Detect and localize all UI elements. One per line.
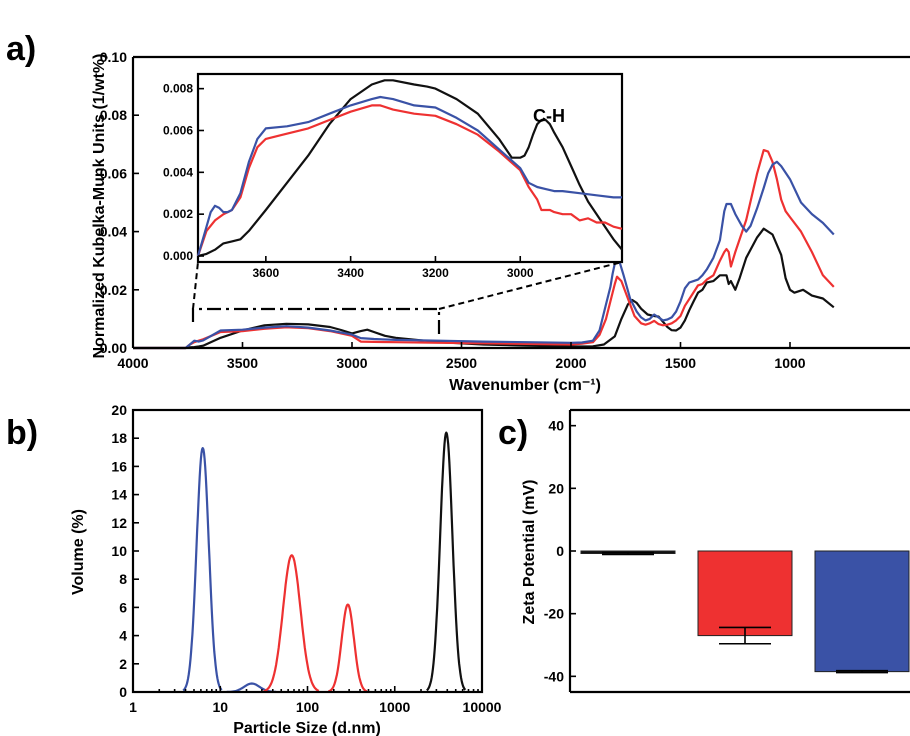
panel-b-y-tick-label: 14 — [111, 487, 127, 503]
panel-b-peak-red — [263, 554, 320, 693]
panel-b-y-tick-label: 4 — [119, 628, 127, 644]
panel-b-series — [182, 431, 467, 693]
panel-a-xlabel: Wavenumber (cm⁻¹) — [449, 377, 601, 394]
inset-ticks: 3600 3400 3200 3000 0.000 0.002 0.004 0.006 0.00… — [163, 82, 534, 280]
panel-b-x-tick-label: 100 — [296, 699, 320, 715]
inset-zoom-guide — [191, 261, 623, 336]
panel-b-y-tick-label: 18 — [111, 430, 127, 446]
panel-b-y-tick-label: 8 — [119, 571, 127, 587]
inset-series — [196, 79, 623, 258]
panel-a-ticks: 4000 3500 3000 2500 2000 1500 1000 0.00 0.02 0.04… — [100, 49, 806, 371]
panel-a: a) Normalized Kubelka-Munk Units (1/wt%)… — [6, 30, 910, 394]
inset-x-tick-label: 3200 — [422, 266, 449, 280]
panel-c-y-tick-label: 0 — [556, 543, 564, 559]
panel-c-label: c) — [498, 414, 528, 452]
panel-b-y-tick-label: 10 — [111, 543, 127, 559]
panel-b-x-tick-label: 10 — [212, 699, 228, 715]
panel-b-y-tick-label: 12 — [111, 515, 127, 531]
panel-a-inset: 3600 3400 3200 3000 0.000 0.002 0.004 0.006 0.00… — [163, 72, 624, 280]
panel-a-y-tick-label: 0.06 — [100, 165, 127, 181]
panel-b-x-tick-label: 10000 — [463, 699, 502, 715]
panel-a-x-tick-label: 2000 — [555, 355, 586, 371]
panel-a-ylabel: Normalized Kubelka-Munk Units (1/wt%) — [91, 54, 108, 359]
panel-b-y-tick-label: 0 — [119, 684, 127, 700]
panel-c-y-tick-label: 40 — [548, 418, 564, 434]
inset-frame — [196, 72, 624, 264]
inset-y-tick-label: 0.004 — [163, 165, 193, 179]
panel-c-y-tick-label: 20 — [548, 480, 564, 496]
panel-c-bar-red — [697, 550, 793, 637]
panel-b-peak-blue — [182, 447, 223, 692]
inset-y-tick-label: 0.000 — [163, 249, 193, 263]
panel-a-y-tick-label: 0.00 — [100, 340, 127, 356]
inset-annotation-c-h: C-H — [533, 106, 565, 126]
panel-c-y-tick-label: -40 — [544, 668, 564, 684]
panel-b-xlabel: Particle Size (d.nm) — [233, 720, 381, 736]
panel-b-peak-black — [426, 431, 467, 692]
panel-a-series-blue — [133, 160, 835, 350]
panel-a-x-tick-label: 4000 — [117, 355, 148, 371]
panel-b-ticks: 1 10 100 1000 10000 0 2 4 6 8 10 12 14 16 18 20 — [111, 402, 501, 715]
panel-b-peak-red — [327, 603, 368, 693]
panel-b: b) Volume (%) Particle Size (d.nm) 1 10 10… — [6, 402, 502, 736]
panel-c-bars — [580, 550, 910, 674]
inset-series-black — [197, 79, 623, 258]
panel-c: c) Zeta Potential (mV) 40 20 0 -20 -40 — [498, 408, 910, 694]
panel-c-bar-blue — [814, 550, 910, 673]
inset-y-tick-label: 0.006 — [163, 123, 193, 137]
panel-b-ylabel: Volume (%) — [70, 509, 87, 595]
inset-x-tick-label: 3400 — [337, 266, 364, 280]
inset-x-tick-label: 3600 — [252, 266, 279, 280]
panel-b-frame — [131, 408, 484, 694]
panel-a-y-tick-label: 0.08 — [100, 107, 127, 123]
panel-b-x-tick-label: 1 — [129, 699, 137, 715]
panel-b-y-tick-label: 2 — [119, 656, 127, 672]
panel-a-y-tick-label: 0.10 — [100, 49, 127, 65]
panel-a-label: a) — [6, 30, 36, 68]
panel-a-x-tick-label: 3500 — [227, 355, 258, 371]
panel-c-ticks: 40 20 0 -20 -40 — [544, 418, 576, 684]
panel-b-y-tick-label: 6 — [119, 599, 127, 615]
panel-c-ylabel: Zeta Potential (mV) — [521, 480, 538, 625]
panel-a-y-tick-label: 0.04 — [100, 224, 127, 240]
panel-a-x-tick-label: 2500 — [446, 355, 477, 371]
inset-x-tick-label: 3000 — [507, 266, 534, 280]
panel-a-series — [133, 149, 835, 350]
inset-y-tick-label: 0.008 — [163, 82, 193, 96]
panel-b-y-tick-label: 20 — [111, 402, 127, 418]
panel-a-y-tick-label: 0.02 — [100, 282, 127, 298]
inset-series-red — [196, 104, 623, 257]
panel-b-y-tick-label: 16 — [111, 458, 127, 474]
inset-series-blue — [196, 95, 622, 257]
panel-a-series-black — [133, 227, 835, 350]
panel-a-x-tick-label: 1500 — [665, 355, 696, 371]
panel-b-x-tick-label: 1000 — [379, 699, 410, 715]
panel-a-x-tick-label: 3000 — [336, 355, 367, 371]
inset-y-tick-label: 0.002 — [163, 207, 193, 221]
panel-a-x-tick-label: 1000 — [774, 355, 805, 371]
panel-c-y-tick-label: -20 — [544, 606, 564, 622]
panel-b-label: b) — [6, 414, 38, 452]
